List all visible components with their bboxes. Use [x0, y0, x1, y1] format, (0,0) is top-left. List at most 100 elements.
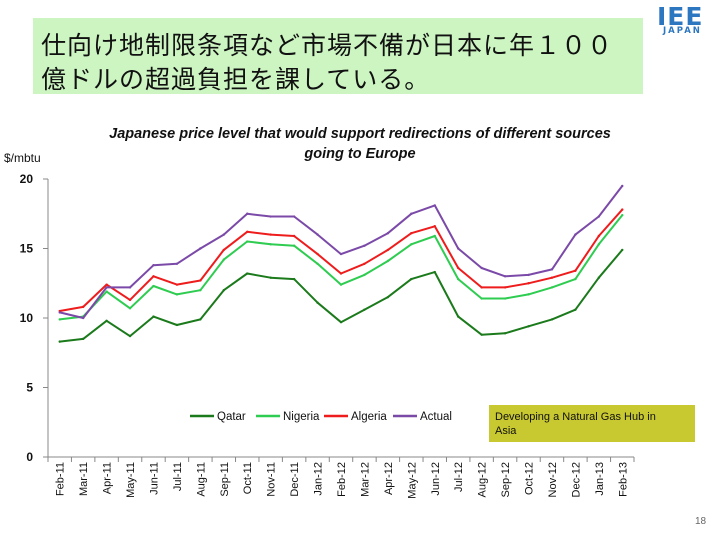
data-point-nigeria — [480, 297, 483, 300]
data-point-actual — [363, 244, 366, 247]
data-point-nigeria — [199, 289, 202, 292]
data-point-actual — [128, 286, 132, 289]
data-point-algeria — [550, 276, 554, 279]
data-point-nigeria — [550, 286, 554, 289]
data-point-qatar — [621, 248, 624, 252]
y-tick-label: 0 — [26, 450, 33, 464]
page-number: 18 — [695, 516, 707, 527]
data-point-qatar — [527, 325, 530, 328]
data-point-actual — [527, 273, 530, 277]
x-tick-label: Feb-11 — [55, 462, 67, 496]
data-point-actual — [574, 233, 577, 236]
data-point-actual — [316, 233, 319, 236]
data-point-nigeria — [621, 213, 624, 217]
x-tick-label: Apr-11 — [102, 462, 114, 494]
data-point-qatar — [433, 270, 436, 274]
data-point-algeria — [199, 279, 202, 282]
x-tick-label: May-11 — [125, 462, 137, 498]
data-point-actual — [550, 268, 554, 271]
data-point-algeria — [457, 266, 460, 270]
data-point-algeria — [81, 305, 85, 309]
annotation-text-line-2: Asia — [495, 425, 517, 437]
data-point-algeria — [527, 282, 530, 285]
logo-sub-text: JAPAN — [663, 26, 702, 36]
data-point-qatar — [597, 276, 601, 279]
data-point-qatar — [316, 301, 319, 304]
x-tick-label: Feb-13 — [617, 462, 629, 497]
y-axis-label: $/mbtu — [4, 151, 41, 165]
data-point-qatar — [199, 318, 202, 321]
annotation-box — [489, 405, 695, 442]
data-point-actual — [58, 311, 61, 314]
data-point-algeria — [269, 233, 272, 236]
slide-title-line-1: 仕向け地制限条項など市場不備が日本に年１００ — [41, 31, 614, 60]
x-tick-label: Jan-12 — [313, 462, 325, 496]
data-point-qatar — [292, 277, 296, 281]
data-point-nigeria — [457, 277, 460, 281]
data-point-algeria — [363, 262, 366, 265]
x-tick-label: Sep-11 — [219, 462, 231, 497]
x-tick-label: Dec-12 — [570, 462, 582, 497]
iee-japan-logo: IEE JAPAN — [655, 2, 715, 42]
legend-label-qatar: Qatar — [217, 411, 246, 423]
data-point-qatar — [339, 320, 343, 324]
x-tick-label: Feb-12 — [336, 462, 348, 497]
data-point-qatar — [152, 315, 155, 318]
data-point-nigeria — [152, 284, 155, 288]
data-point-actual — [152, 263, 155, 267]
data-point-qatar — [386, 295, 390, 299]
data-point-nigeria — [410, 243, 413, 246]
data-point-nigeria — [246, 240, 249, 243]
data-point-qatar — [550, 318, 554, 321]
data-point-qatar — [574, 308, 577, 311]
data-point-qatar — [503, 332, 507, 335]
data-point-nigeria — [175, 293, 179, 296]
y-tick-label: 10 — [20, 311, 34, 325]
legend-label-nigeria: Nigeria — [283, 411, 320, 423]
annotation-text-line-1: Developing a Natural Gas Hub in — [495, 411, 656, 423]
x-tick-label: Jul-11 — [172, 462, 184, 491]
y-tick-label: 15 — [20, 242, 34, 256]
data-point-nigeria — [316, 262, 319, 265]
data-point-algeria — [574, 269, 577, 272]
x-tick-label: May-12 — [406, 462, 418, 499]
data-point-qatar — [410, 277, 413, 281]
data-point-actual — [621, 184, 624, 188]
data-point-qatar — [81, 337, 85, 341]
data-point-algeria — [503, 286, 507, 289]
data-point-algeria — [386, 248, 390, 252]
data-point-nigeria — [597, 243, 601, 246]
data-point-qatar — [58, 340, 61, 343]
data-point-actual — [339, 252, 343, 256]
data-point-algeria — [339, 272, 343, 275]
x-tick-label: Jun-11 — [148, 462, 160, 495]
data-point-actual — [269, 215, 272, 218]
x-tick-label: Nov-11 — [266, 462, 278, 497]
data-point-nigeria — [433, 234, 436, 238]
data-point-actual — [597, 215, 601, 218]
data-point-qatar — [175, 323, 179, 327]
x-tick-label: Jan-13 — [594, 462, 606, 496]
series-line-nigeria — [59, 214, 624, 321]
legend-label-actual: Actual — [420, 411, 452, 423]
chart-title-line-1: Japanese price level that would support … — [109, 126, 611, 142]
data-point-algeria — [597, 234, 601, 238]
series-line-actual — [59, 185, 624, 319]
x-tick-label: Aug-12 — [477, 462, 489, 497]
data-point-algeria — [222, 248, 225, 252]
x-tick-label: Mar-11 — [78, 462, 90, 496]
data-point-nigeria — [574, 277, 577, 281]
x-tick-label: Aug-11 — [195, 462, 207, 497]
x-tick-label: Nov-12 — [547, 462, 559, 497]
data-point-qatar — [222, 289, 225, 292]
data-point-qatar — [269, 276, 272, 279]
data-point-nigeria — [386, 259, 390, 263]
data-point-qatar — [246, 272, 249, 275]
logo-main-text: IEE — [657, 2, 704, 31]
data-point-actual — [503, 275, 507, 278]
data-point-qatar — [105, 319, 108, 322]
data-point-nigeria — [128, 307, 132, 310]
data-point-qatar — [480, 333, 483, 336]
data-point-algeria — [128, 298, 132, 302]
